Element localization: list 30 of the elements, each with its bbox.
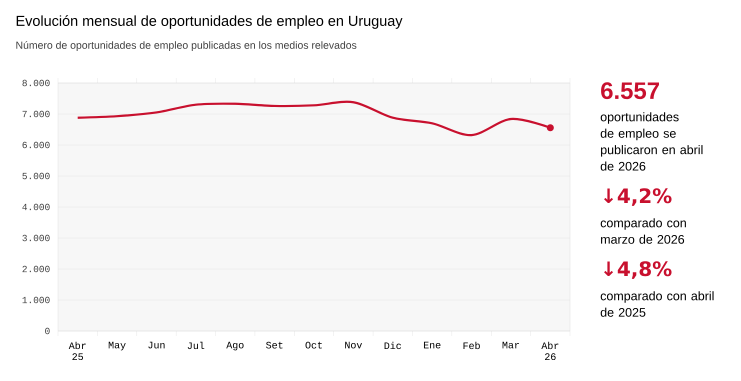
y-tick-label: 6.000	[22, 142, 50, 148]
y-tick-label: 2.000	[22, 266, 50, 272]
x-tick-label: Set	[266, 342, 283, 349]
y-tick-label: 4.000	[22, 204, 50, 210]
text: ↓4,2%	[604, 188, 672, 206]
text: comparado con abril de 2025	[600, 291, 714, 317]
annotation: 6.557	[601, 82, 659, 100]
y-tick-label: 3.000	[22, 234, 50, 242]
x-tick-label: Jul	[188, 342, 204, 350]
x-tick-label: Jun	[148, 342, 165, 348]
x-tick-label: May	[108, 342, 126, 350]
y-tick-label: 1.000	[22, 296, 50, 304]
y-tick-label: 5.000	[22, 172, 50, 180]
x-tick-label: Abr 26	[541, 342, 558, 360]
x-tick-label: Dic	[384, 342, 402, 350]
x-tick-label: Ago	[226, 342, 244, 350]
chart-title: Evolución mensual de oportunidades de empleo en Uruguay	[16, 15, 402, 29]
y-tick-label: 8.000	[22, 80, 50, 86]
y-tick-label: 7.000	[22, 110, 50, 118]
x-tick-label: Abr 25	[68, 342, 86, 360]
chart-subtitle: Número de oportunidades de empleo publicadas en los medios relevados	[16, 41, 356, 51]
x-tick-label: Nov	[345, 342, 362, 348]
text: ↓4,8%	[604, 261, 672, 279]
x-tick-label: Ene	[424, 342, 440, 348]
x-tick-label: Mar	[502, 342, 520, 348]
x-tick-label: Oct	[306, 342, 322, 349]
x-tick-label: Feb	[464, 342, 480, 350]
y-tick-label: 0	[45, 328, 50, 334]
text: comparado con marzo de 2026	[600, 218, 686, 244]
text: oportunidades de empleo se publicaron en abril de 2026	[600, 112, 702, 171]
